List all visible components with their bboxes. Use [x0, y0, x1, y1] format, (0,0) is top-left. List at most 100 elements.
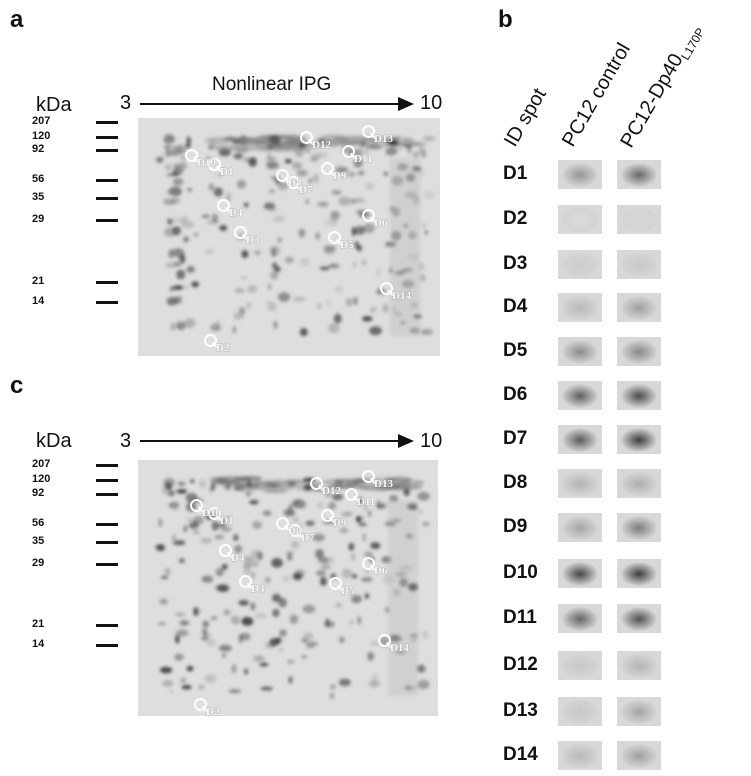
spot-circle-icon — [190, 499, 203, 512]
spot-thumbnail-mutant — [617, 381, 661, 410]
spot-label: D10 — [202, 507, 221, 519]
spot-row-label-d13: D13 — [503, 700, 538, 721]
mw-marker-band — [96, 179, 118, 182]
ipg-end-label: 10 — [420, 92, 443, 114]
spot-thumbnail-control — [558, 425, 602, 454]
spot-label: D9 — [333, 517, 347, 529]
ipg-axis-title: Nonlinear IPG — [212, 74, 332, 95]
spot-circle-icon — [204, 334, 217, 347]
mw-marker-band — [96, 563, 118, 566]
mw-marker-label: 120 — [32, 130, 51, 142]
spot-thumbnail-mutant — [617, 469, 661, 498]
spot-thumbnail-control — [558, 651, 602, 680]
spot-thumbnail-control — [558, 559, 602, 588]
spot-circle-icon — [234, 226, 247, 239]
spot-circle-icon — [329, 577, 342, 590]
spot-circle-icon — [300, 131, 313, 144]
spot-circle-icon — [276, 517, 289, 530]
spot-circle-icon — [362, 470, 375, 483]
spot-row-label-d8: D8 — [503, 472, 528, 493]
spot-circle-icon — [276, 169, 289, 182]
mw-marker-label: 21 — [32, 275, 45, 287]
spot-row-label-d6: D6 — [503, 384, 528, 405]
spot-thumbnail-mutant — [617, 513, 661, 542]
spot-label: D4 — [231, 552, 245, 564]
spot-circle-icon — [380, 282, 393, 295]
spot-circle-icon — [321, 509, 334, 522]
spot-thumbnail-control — [558, 741, 602, 770]
mw-marker-band — [96, 197, 118, 200]
column-header-id-spot: ID spot — [500, 84, 551, 151]
column-header-mutant: PC12-Dp40L170P — [616, 20, 707, 153]
spot-circle-icon — [310, 477, 323, 490]
gel-image-c — [138, 460, 438, 716]
mw-marker-band — [96, 624, 118, 627]
mw-marker-band — [96, 136, 118, 139]
spot-circle-icon — [362, 125, 375, 138]
spot-thumbnail-mutant — [617, 250, 661, 279]
spot-circle-icon — [345, 488, 358, 501]
mutant-subscript: L170P — [678, 25, 708, 63]
spot-circle-icon — [194, 698, 207, 711]
mw-marker-band — [96, 479, 118, 482]
spot-label: D5 — [341, 585, 355, 597]
spot-label: D7 — [299, 184, 313, 196]
spot-circle-icon — [208, 507, 221, 520]
spot-label: D10 — [197, 157, 216, 169]
mw-marker-label: 35 — [32, 191, 45, 203]
spot-circle-icon — [239, 575, 252, 588]
spot-thumbnail-control — [558, 513, 602, 542]
kda-unit-label: kDa — [36, 430, 72, 452]
ipg-arrow-icon — [140, 97, 414, 111]
spot-label: D8 — [288, 525, 302, 537]
spot-circle-icon — [362, 209, 375, 222]
spot-thumbnail-control — [558, 469, 602, 498]
spot-row-label-d1: D1 — [503, 163, 528, 184]
panel-label-b: b — [498, 6, 513, 33]
spot-row-label-d7: D7 — [503, 428, 528, 449]
spot-thumbnail-control — [558, 697, 602, 726]
mw-marker-label: 21 — [32, 618, 45, 630]
spot-row-label-d9: D9 — [503, 516, 528, 537]
spot-label: D5 — [340, 239, 354, 251]
spot-label: D2 — [206, 706, 220, 718]
kda-unit-label: kDa — [36, 94, 72, 116]
spot-thumbnail-control — [558, 337, 602, 366]
spot-label: D14 — [390, 642, 409, 654]
spot-label: D9 — [333, 170, 347, 182]
spot-thumbnail-mutant — [617, 559, 661, 588]
ipg-arrow-icon — [140, 434, 414, 448]
spot-thumbnail-mutant — [617, 425, 661, 454]
spot-circle-icon — [342, 145, 355, 158]
mw-marker-label: 14 — [32, 638, 45, 650]
spot-label: D11 — [354, 153, 373, 165]
spot-row-label-d11: D11 — [503, 607, 537, 628]
mw-marker-band — [96, 464, 118, 467]
spot-thumbnail-mutant — [617, 697, 661, 726]
spot-label: D6 — [374, 565, 388, 577]
spot-row-label-d5: D5 — [503, 340, 528, 361]
spot-circle-icon — [362, 557, 375, 570]
spot-label: D8 — [288, 177, 302, 189]
mw-marker-label: 56 — [32, 517, 45, 529]
spot-label: D1 — [220, 515, 234, 527]
mw-marker-label: 29 — [32, 213, 45, 225]
spot-thumbnail-mutant — [617, 604, 661, 633]
spot-label: D7 — [301, 532, 315, 544]
spot-row-label-d14: D14 — [503, 744, 538, 765]
spot-label: D3 — [246, 234, 260, 246]
mw-marker-label: 29 — [32, 557, 45, 569]
mw-marker-band — [96, 281, 118, 284]
mw-marker-label: 56 — [32, 173, 45, 185]
spot-thumbnail-control — [558, 205, 602, 234]
spot-row-label-d12: D12 — [503, 654, 538, 675]
spot-circle-icon — [321, 162, 334, 175]
mw-marker-label: 207 — [32, 458, 51, 470]
ipg-start-label: 3 — [120, 92, 132, 114]
panel-label-a: a — [10, 6, 24, 33]
spot-label: D12 — [322, 485, 341, 497]
mw-marker-band — [96, 149, 118, 152]
spot-label: D2 — [216, 342, 230, 354]
spot-label: D4 — [229, 207, 243, 219]
mw-marker-label: 92 — [32, 143, 45, 155]
